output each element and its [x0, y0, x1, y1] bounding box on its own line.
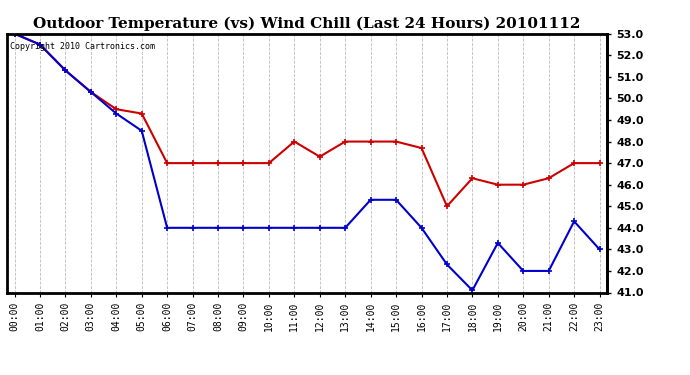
Text: Copyright 2010 Cartronics.com: Copyright 2010 Cartronics.com: [10, 42, 155, 51]
Title: Outdoor Temperature (vs) Wind Chill (Last 24 Hours) 20101112: Outdoor Temperature (vs) Wind Chill (Las…: [33, 17, 581, 31]
